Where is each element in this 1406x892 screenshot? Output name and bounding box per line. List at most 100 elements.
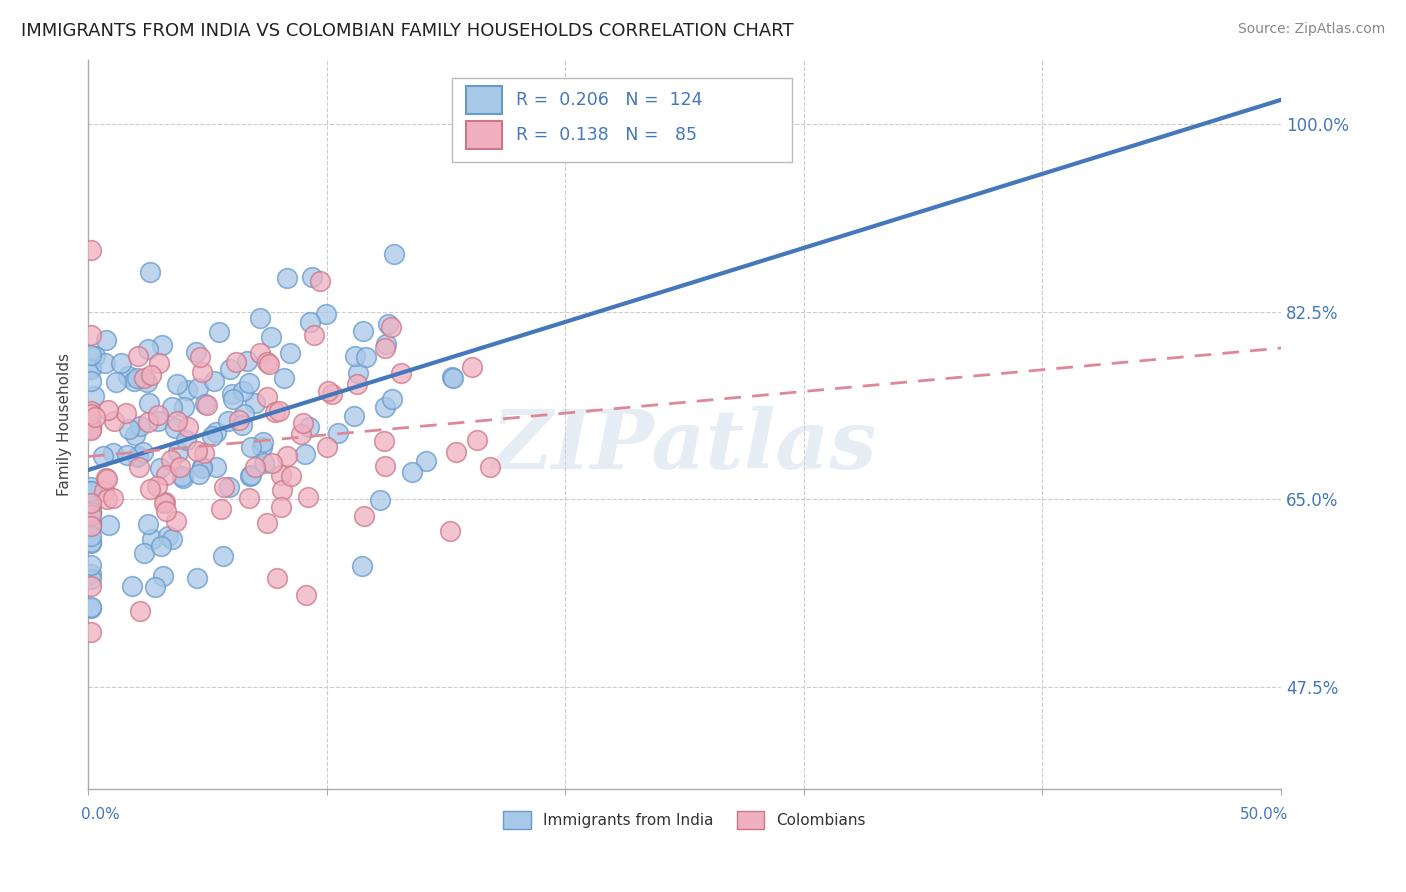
Point [238, 376, 260, 390]
Point [118, 422, 141, 436]
Point [79, 374, 101, 388]
Point [294, 446, 316, 460]
Point [290, 426, 312, 441]
Point [202, 374, 225, 388]
Point [79, 423, 101, 437]
Point [193, 446, 215, 460]
Point [212, 549, 235, 564]
Point [280, 469, 302, 483]
Point [304, 327, 326, 342]
Point [318, 384, 340, 398]
Point [298, 315, 321, 329]
Point [219, 362, 242, 376]
Point [352, 559, 374, 574]
Point [328, 425, 350, 440]
Point [139, 368, 162, 382]
Point [79, 625, 101, 640]
FancyBboxPatch shape [451, 78, 792, 161]
Point [353, 508, 375, 523]
Point [146, 479, 169, 493]
Point [439, 524, 461, 539]
Point [201, 429, 224, 443]
Point [152, 569, 174, 583]
Point [374, 341, 396, 355]
Point [149, 539, 172, 553]
Point [96, 491, 118, 506]
Point [382, 247, 405, 261]
Point [96, 472, 118, 486]
Point [79, 536, 101, 550]
Point [79, 483, 101, 498]
Point [155, 504, 177, 518]
Point [309, 274, 332, 288]
Point [380, 320, 402, 334]
Point [153, 495, 176, 509]
Point [79, 417, 101, 431]
Point [149, 460, 172, 475]
Point [297, 491, 319, 505]
Point [444, 445, 467, 459]
Text: ZIPatlas: ZIPatlas [492, 406, 877, 486]
Point [225, 355, 247, 369]
Point [276, 271, 298, 285]
Point [101, 491, 124, 505]
Point [172, 469, 194, 483]
Point [165, 514, 187, 528]
Point [347, 366, 370, 380]
Point [346, 377, 368, 392]
Point [188, 467, 211, 481]
Point [441, 371, 464, 385]
Point [79, 243, 101, 257]
Point [143, 580, 166, 594]
Point [79, 328, 101, 343]
Point [194, 397, 217, 411]
Point [79, 558, 101, 572]
Point [104, 376, 127, 390]
Point [139, 482, 162, 496]
Point [191, 460, 214, 475]
Point [375, 336, 398, 351]
Point [218, 480, 240, 494]
Point [253, 456, 276, 470]
Point [176, 384, 198, 398]
Point [79, 506, 101, 520]
Point [79, 499, 101, 513]
Point [138, 396, 160, 410]
Text: 0.0%: 0.0% [82, 807, 120, 822]
Point [269, 404, 291, 418]
Point [478, 459, 501, 474]
Point [190, 366, 212, 380]
Point [169, 459, 191, 474]
Point [122, 375, 145, 389]
Point [79, 601, 101, 615]
Point [374, 458, 396, 473]
Point [93, 356, 115, 370]
Point [240, 441, 263, 455]
Y-axis label: Family Households: Family Households [58, 352, 72, 496]
Point [187, 381, 209, 395]
Point [93, 483, 115, 498]
Point [84, 349, 107, 363]
Point [391, 366, 413, 380]
Point [79, 516, 101, 530]
Point [249, 310, 271, 325]
Point [160, 532, 183, 546]
Point [415, 453, 437, 467]
Point [243, 459, 266, 474]
Point [256, 390, 278, 404]
Point [174, 433, 197, 447]
Point [260, 456, 283, 470]
Point [370, 492, 392, 507]
Point [292, 417, 315, 431]
Text: 50.0%: 50.0% [1240, 807, 1288, 822]
Point [79, 361, 101, 376]
Point [465, 433, 488, 447]
Point [115, 406, 138, 420]
Point [278, 345, 301, 359]
Point [91, 449, 114, 463]
Point [240, 467, 263, 482]
Point [96, 333, 118, 347]
Point [167, 445, 190, 459]
Point [94, 471, 117, 485]
Point [270, 468, 292, 483]
